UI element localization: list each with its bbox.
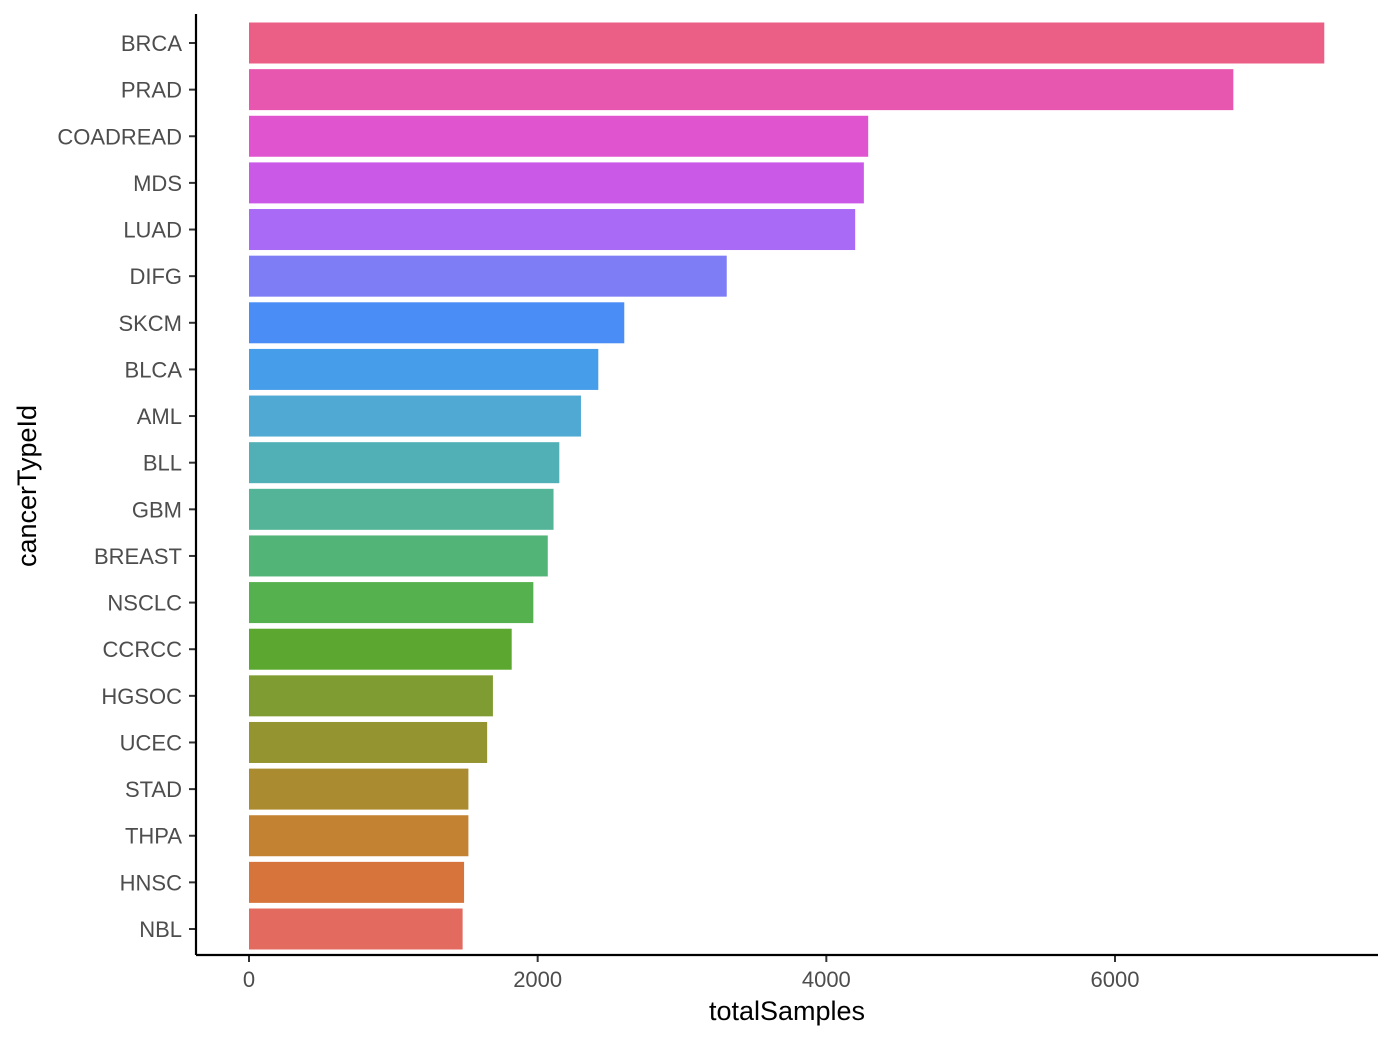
- bar-stad: [249, 768, 469, 810]
- bar-bll: [249, 442, 560, 484]
- bar-hnsc: [249, 861, 465, 903]
- y-tick-label: PRAD: [121, 78, 182, 103]
- y-tick-label: AML: [137, 404, 182, 429]
- bar-skcm: [249, 302, 625, 344]
- bar-nsclc: [249, 582, 534, 624]
- bar-nbl: [249, 908, 463, 950]
- y-tick-label: NBL: [139, 917, 182, 942]
- y-axis-title: cancerTypeId: [12, 405, 42, 567]
- bar-thpa: [249, 815, 469, 857]
- x-tick-label: 2000: [513, 967, 562, 992]
- bar-luad: [249, 209, 856, 251]
- y-tick-label: BRCA: [121, 31, 182, 56]
- y-tick-label: BLCA: [125, 357, 183, 382]
- y-tick-label: HGSOC: [101, 684, 182, 709]
- y-tick-label: STAD: [125, 777, 182, 802]
- y-tick-label: DIFG: [129, 264, 182, 289]
- y-tick-label: GBM: [132, 497, 182, 522]
- y-tick-label: SKCM: [118, 311, 182, 336]
- bar-difg: [249, 255, 727, 297]
- x-axis-title: totalSamples: [709, 996, 865, 1026]
- y-tick-label: NSCLC: [107, 591, 182, 616]
- y-tick-label: BREAST: [94, 544, 182, 569]
- bar-ucec: [249, 721, 488, 763]
- bar-mds: [249, 162, 864, 204]
- bar-blca: [249, 348, 599, 390]
- bar-ccrcc: [249, 628, 512, 670]
- x-axis-ticks: 0 2000 4000 6000: [243, 955, 1140, 992]
- bar-hgsoc: [249, 675, 493, 717]
- bar-aml: [249, 395, 581, 437]
- bars-layer: [249, 22, 1325, 950]
- y-tick-label: HNSC: [120, 870, 182, 895]
- bar-prad: [249, 69, 1234, 111]
- y-tick-label: MDS: [133, 171, 182, 196]
- y-tick-label: BLL: [143, 451, 182, 476]
- y-tick-label: UCEC: [120, 730, 182, 755]
- y-tick-label: CCRCC: [103, 637, 183, 662]
- y-tick-label: COADREAD: [57, 124, 182, 149]
- y-tick-label: THPA: [125, 824, 182, 849]
- x-tick-label: 4000: [802, 967, 851, 992]
- y-axis-ticks: BRCA PRAD COADREAD MDS LUAD DIFG SKCM BLCA AML BL…: [57, 31, 196, 942]
- bar-gbm: [249, 488, 554, 530]
- x-tick-label: 6000: [1091, 967, 1140, 992]
- x-tick-label: 0: [243, 967, 255, 992]
- bar-coadread: [249, 115, 869, 157]
- bar-brca: [249, 22, 1325, 64]
- bar-breast: [249, 535, 548, 577]
- y-tick-label: LUAD: [123, 218, 182, 243]
